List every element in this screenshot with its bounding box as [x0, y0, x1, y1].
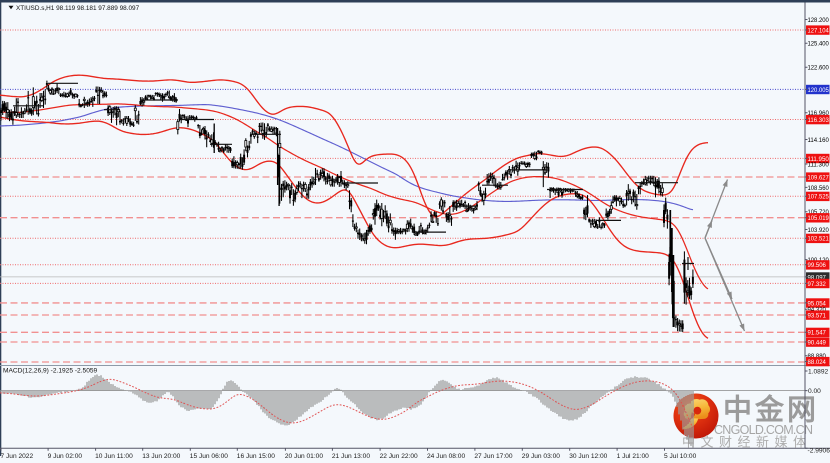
svg-text:102.521: 102.521: [808, 236, 830, 243]
svg-text:105.019: 105.019: [808, 215, 830, 222]
svg-text:116.960: 116.960: [808, 110, 830, 117]
svg-text:95.054: 95.054: [808, 300, 827, 307]
svg-text:116.303: 116.303: [808, 117, 830, 124]
svg-text:94.320: 94.320: [808, 307, 827, 314]
svg-text:90.449: 90.449: [808, 339, 827, 346]
svg-text:29 Jun 03:00: 29 Jun 03:00: [522, 453, 560, 460]
svg-text:127.104: 127.104: [808, 27, 830, 34]
svg-text:16 Jun 15:00: 16 Jun 15:00: [237, 453, 275, 460]
svg-text:97.332: 97.332: [808, 281, 827, 288]
svg-text:10 Jun 11:00: 10 Jun 11:00: [95, 453, 133, 460]
svg-text:111.300: 111.300: [808, 161, 830, 168]
svg-text:5 Jul 10:00: 5 Jul 10:00: [664, 453, 697, 460]
svg-text:-2.9906: -2.9906: [808, 447, 830, 454]
svg-text:111.950: 111.950: [808, 156, 830, 163]
svg-text:128.200: 128.200: [808, 17, 830, 24]
svg-text:99.506: 99.506: [808, 262, 827, 269]
svg-text:103.920: 103.920: [808, 227, 830, 234]
svg-text:中金网: 中金网: [723, 393, 816, 427]
svg-text:XTIUSD.s,H1 98.119 98.181 97.: XTIUSD.s,H1 98.119 98.181 97.889 98.097: [16, 5, 140, 12]
svg-text:122.600: 122.600: [808, 65, 830, 72]
svg-text:125.400: 125.400: [808, 41, 830, 48]
svg-text:0.00: 0.00: [808, 388, 821, 395]
svg-text:109.627: 109.627: [808, 174, 830, 181]
svg-text:114.160: 114.160: [808, 137, 830, 144]
svg-text:9 Jun 02:00: 9 Jun 02:00: [48, 453, 83, 460]
svg-text:CNGOLD.COM.CN: CNGOLD.COM.CN: [714, 423, 813, 437]
svg-text:15 Jun 06:00: 15 Jun 06:00: [190, 453, 228, 460]
svg-text:21 Jun 13:00: 21 Jun 13:00: [332, 453, 370, 460]
svg-text:88.024: 88.024: [808, 359, 827, 366]
svg-text:中文财经新媒体: 中文财经新媒体: [682, 435, 806, 450]
svg-text:93.571: 93.571: [808, 312, 827, 319]
svg-text:27 Jun 17:00: 27 Jun 17:00: [474, 453, 512, 460]
svg-text:120.005: 120.005: [808, 87, 830, 94]
svg-text:24 Jun 08:00: 24 Jun 08:00: [427, 453, 465, 460]
svg-text:1 Jul 21:00: 1 Jul 21:00: [617, 453, 650, 460]
svg-text:30 Jun 12:00: 30 Jun 12:00: [569, 453, 607, 460]
svg-text:13 Jun 20:00: 13 Jun 20:00: [142, 453, 180, 460]
svg-text:22 Jun 22:00: 22 Jun 22:00: [380, 453, 418, 460]
svg-text:107.525: 107.525: [808, 194, 830, 201]
svg-text:88.880: 88.880: [808, 353, 827, 360]
svg-text:20 Jun 01:00: 20 Jun 01:00: [285, 453, 323, 460]
svg-text:91.547: 91.547: [808, 330, 827, 337]
svg-text:108.560: 108.560: [808, 185, 830, 192]
svg-text:105.720: 105.720: [808, 209, 830, 216]
svg-text:7 Jun 2022: 7 Jun 2022: [1, 453, 34, 460]
svg-text:98.097: 98.097: [808, 274, 827, 281]
svg-text:MACD(12,26,9) -2.1925 -2.5059: MACD(12,26,9) -2.1925 -2.5059: [3, 368, 98, 375]
svg-text:1.0892: 1.0892: [808, 369, 829, 376]
